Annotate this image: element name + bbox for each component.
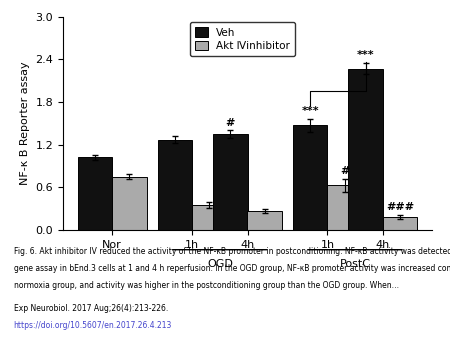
Text: Exp Neurobiol. 2017 Aug;26(4):213-226.: Exp Neurobiol. 2017 Aug;26(4):213-226. (14, 304, 168, 313)
Bar (213, 134, 248, 230)
Text: #: # (340, 166, 349, 176)
Y-axis label: NF-κ B Reporter assay: NF-κ B Reporter assay (20, 62, 30, 185)
Text: ***: *** (357, 50, 374, 60)
Text: https://doi.org/10.5607/en.2017.26.4.213: https://doi.org/10.5607/en.2017.26.4.213 (14, 321, 172, 330)
Bar (383, 217, 417, 230)
Text: normoxia group, and activity was higher in the postconditioning group than the O: normoxia group, and activity was higher … (14, 281, 399, 290)
Text: ###: ### (386, 202, 414, 212)
Bar (158, 140, 192, 230)
Bar (248, 211, 282, 230)
Bar (328, 185, 362, 230)
Text: ***: *** (302, 106, 319, 116)
Bar (348, 69, 383, 230)
Text: PostC: PostC (340, 259, 371, 269)
Text: OGD: OGD (207, 259, 233, 269)
Bar (78, 158, 112, 230)
Bar (192, 205, 227, 230)
Text: #: # (225, 118, 235, 128)
Text: gene assay in bEnd.3 cells at 1 and 4 h reperfusion. In the OGD group, NF-κB pro: gene assay in bEnd.3 cells at 1 and 4 h … (14, 264, 450, 273)
Bar (112, 177, 147, 230)
Text: Fig. 6. Akt inhibitor IV reduced the activity of the NF-κB promoter in postcondi: Fig. 6. Akt inhibitor IV reduced the act… (14, 247, 450, 256)
Legend: Veh, Akt Ⅳinhibitor: Veh, Akt Ⅳinhibitor (190, 22, 295, 56)
Bar (293, 125, 328, 230)
